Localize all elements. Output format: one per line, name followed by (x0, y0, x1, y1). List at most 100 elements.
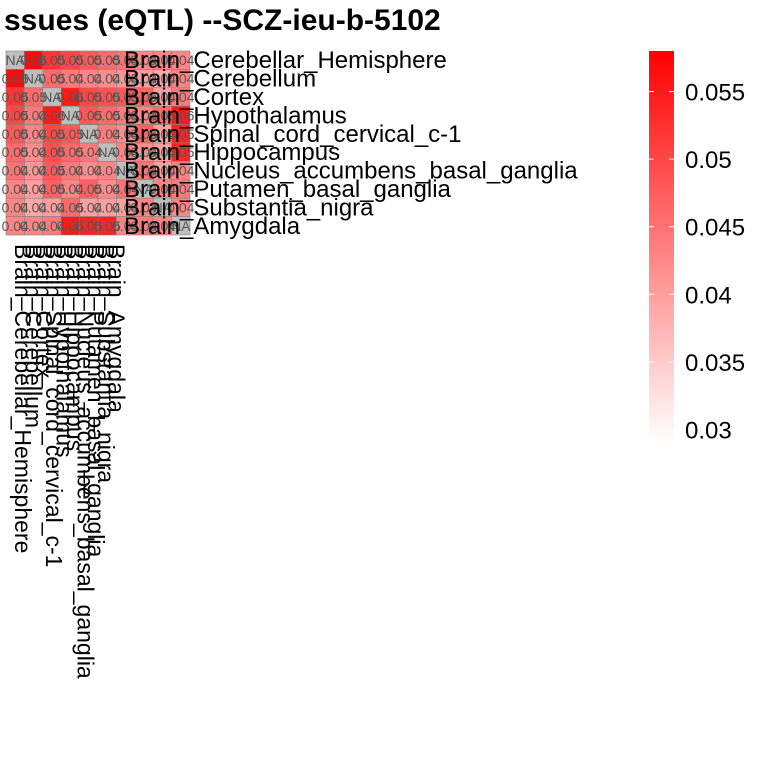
heatmap-cell-label: 0.05 (2, 126, 29, 142)
column-label: Brain_Nucleus_accumbens_basal_ganglia (72, 244, 98, 679)
heatmap-cell-label: 0.04 (167, 71, 194, 87)
legend-tick-label: 0.03 (685, 417, 732, 444)
heatmap-cell-label: 0.05 (149, 107, 176, 123)
row-label: Brain_Substantia_nigra (124, 194, 374, 221)
heatmap-cell-label: 0.05 (57, 52, 84, 68)
heatmap-cell-label: 0.05 (38, 71, 65, 87)
legend-tick-label: 0.035 (685, 350, 745, 377)
row-label: Brain_Cerebellum (124, 66, 316, 93)
heatmap-cell-label: 0.06 (20, 52, 47, 68)
heatmap-cell-label: 0.05 (57, 144, 84, 160)
chart-title: ssues (eQTL) --SCZ-ieu-b-5102 (4, 4, 441, 37)
heatmap-cell-label: 0.04 (112, 126, 139, 142)
column-label: Brain_Hippocampus (62, 244, 88, 451)
heatmap-cell-label: 0.04 (130, 163, 157, 179)
heatmap-cell-label: 0.05 (2, 89, 29, 105)
heatmap-cell-label: 0.04 (94, 163, 121, 179)
heatmap-cell-label: 0.04 (20, 181, 47, 197)
heatmap-cell-label: 0.04 (57, 71, 84, 87)
heatmap-cell-label: NA (171, 218, 191, 234)
legend-tick-label: 0.05 (685, 147, 732, 174)
column-label: Brain_Spinal_cord_cervical_c-1 (41, 244, 67, 567)
heatmap-cell-label: 0.04 (112, 71, 139, 87)
heatmap-cell-label: 0.04 (149, 126, 176, 142)
heatmap-cell-label: 0.04 (167, 163, 194, 179)
heatmap-cell-label: 0.05 (94, 52, 121, 68)
heatmap-cell-label: 0.05 (57, 126, 84, 142)
column-label: Brain_Hypothalamus (52, 244, 78, 458)
heatmap-cell-label: 0.05 (75, 52, 102, 68)
heatmap-cell-label: 0.06 (57, 218, 84, 234)
row-label: Brain_Amygdala (124, 213, 301, 240)
heatmap-cell-label: 0.04 (130, 52, 157, 68)
heatmap-cell-label: 0.04 (94, 126, 121, 142)
heatmap-cell-label: 0.04 (167, 52, 194, 68)
heatmap-cell-label: 0.05 (130, 126, 157, 142)
heatmap-cell-label: 0.04 (20, 126, 47, 142)
row-label: Brain_Spinal_cord_cervical_c-1 (124, 121, 462, 148)
heatmap-cell-label: 0.04 (149, 144, 176, 160)
row-label: Brain_Nucleus_accumbens_basal_ganglia (124, 158, 578, 185)
heatmap-cell-label: 0.05 (94, 89, 121, 105)
column-label: Brain_Putamen_basal_ganglia (83, 244, 109, 557)
heatmap-cell-label: 0.04 (20, 199, 47, 215)
heatmap-cell-label: 0.05 (167, 126, 194, 142)
heatmap-cell-label: 0.04 (112, 52, 139, 68)
heatmap-cell-label: 0.04 (149, 71, 176, 87)
heatmap-cell-label: 0.04 (167, 89, 194, 105)
heatmap-cell-label: 0.04 (112, 107, 139, 123)
heatmap-cell-label: 0.04 (20, 144, 47, 160)
heatmap-cell-label: 0.04 (75, 144, 102, 160)
heatmap-cell-label: 0.04 (149, 163, 176, 179)
heatmap-cell-label: 0.04 (20, 163, 47, 179)
heatmap-cell-label: 0.04 (112, 144, 139, 160)
heatmap-cell-label: NA (97, 144, 117, 160)
heatmap-cell-label: 0.04 (149, 218, 176, 234)
column-label: Brain_Cortex (31, 244, 57, 379)
heatmap-cell-label: 0.06 (38, 107, 65, 123)
heatmap-cell-label: 0.05 (94, 107, 121, 123)
heatmap-cell-label: 0.04 (112, 199, 139, 215)
heatmap-cell-label: 0.05 (38, 181, 65, 197)
heatmap-cell-label: 0.04 (112, 181, 139, 197)
heatmap-cell-label: 0.04 (38, 199, 65, 215)
heatmap-cell-label: 0.05 (38, 126, 65, 142)
heatmap-cell-label: 0.05 (57, 199, 84, 215)
heatmap-cell-label: 0.04 (20, 107, 47, 123)
heatmap-cell-labels: NA0.060.050.050.050.050.040.040.040.040.… (2, 52, 195, 234)
heatmap-cell-label: 0.04 (130, 71, 157, 87)
heatmap-cell-label: 0.04 (130, 107, 157, 123)
heatmap-cell-label: NA (42, 89, 62, 105)
column-labels: Brain_Cerebellar_HemisphereBrain_Cerebel… (10, 244, 130, 679)
heatmap-cell-label: NA (116, 163, 136, 179)
heatmap-cell-label: 0.04 (57, 181, 84, 197)
row-label: Brain_Hypothalamus (124, 102, 347, 129)
heatmap-cell-label: 0.05 (112, 89, 139, 105)
heatmap-cell-label: 0.04 (75, 199, 102, 215)
heatmap-cell-label: 0.05 (75, 218, 102, 234)
heatmap-cell-label: 0.05 (94, 218, 121, 234)
color-legend: 0.055 0.05 0.045 0.04 0.035 0.03 (649, 51, 745, 444)
heatmap-cell-label: 0.04 (94, 199, 121, 215)
heatmap-cell-label: 0.05 (167, 144, 194, 160)
heatmap-cells (5, 50, 191, 236)
legend-tick-label: 0.045 (685, 215, 745, 242)
row-label: Brain_Putamen_basal_ganglia (124, 176, 452, 203)
heatmap-cell-label: 0.04 (167, 199, 194, 215)
heatmap-cell-label: NA (61, 107, 81, 123)
heatmap-cell-label: 0.04 (75, 71, 102, 87)
heatmap-cell-label: 0.04 (149, 89, 176, 105)
heatmap-cell-label: 0.06 (2, 71, 29, 87)
heatmap-cell-label: 0.05 (130, 89, 157, 105)
row-labels: Brain_Cerebellar_HemisphereBrain_Cerebel… (124, 47, 578, 240)
heatmap-cell-label: 0.04 (38, 218, 65, 234)
heatmap-cell-label: 0.04 (130, 199, 157, 215)
heatmap-cell-label: NA (24, 71, 44, 87)
color-legend-ticks: 0.055 0.05 0.045 0.04 0.035 0.03 (649, 80, 745, 444)
row-label: Brain_Cortex (124, 84, 264, 111)
heatmap-cell-label: 0.04 (94, 181, 121, 197)
heatmap-cell-label: 0.04 (20, 218, 47, 234)
legend-tick-label: 0.055 (685, 80, 745, 107)
